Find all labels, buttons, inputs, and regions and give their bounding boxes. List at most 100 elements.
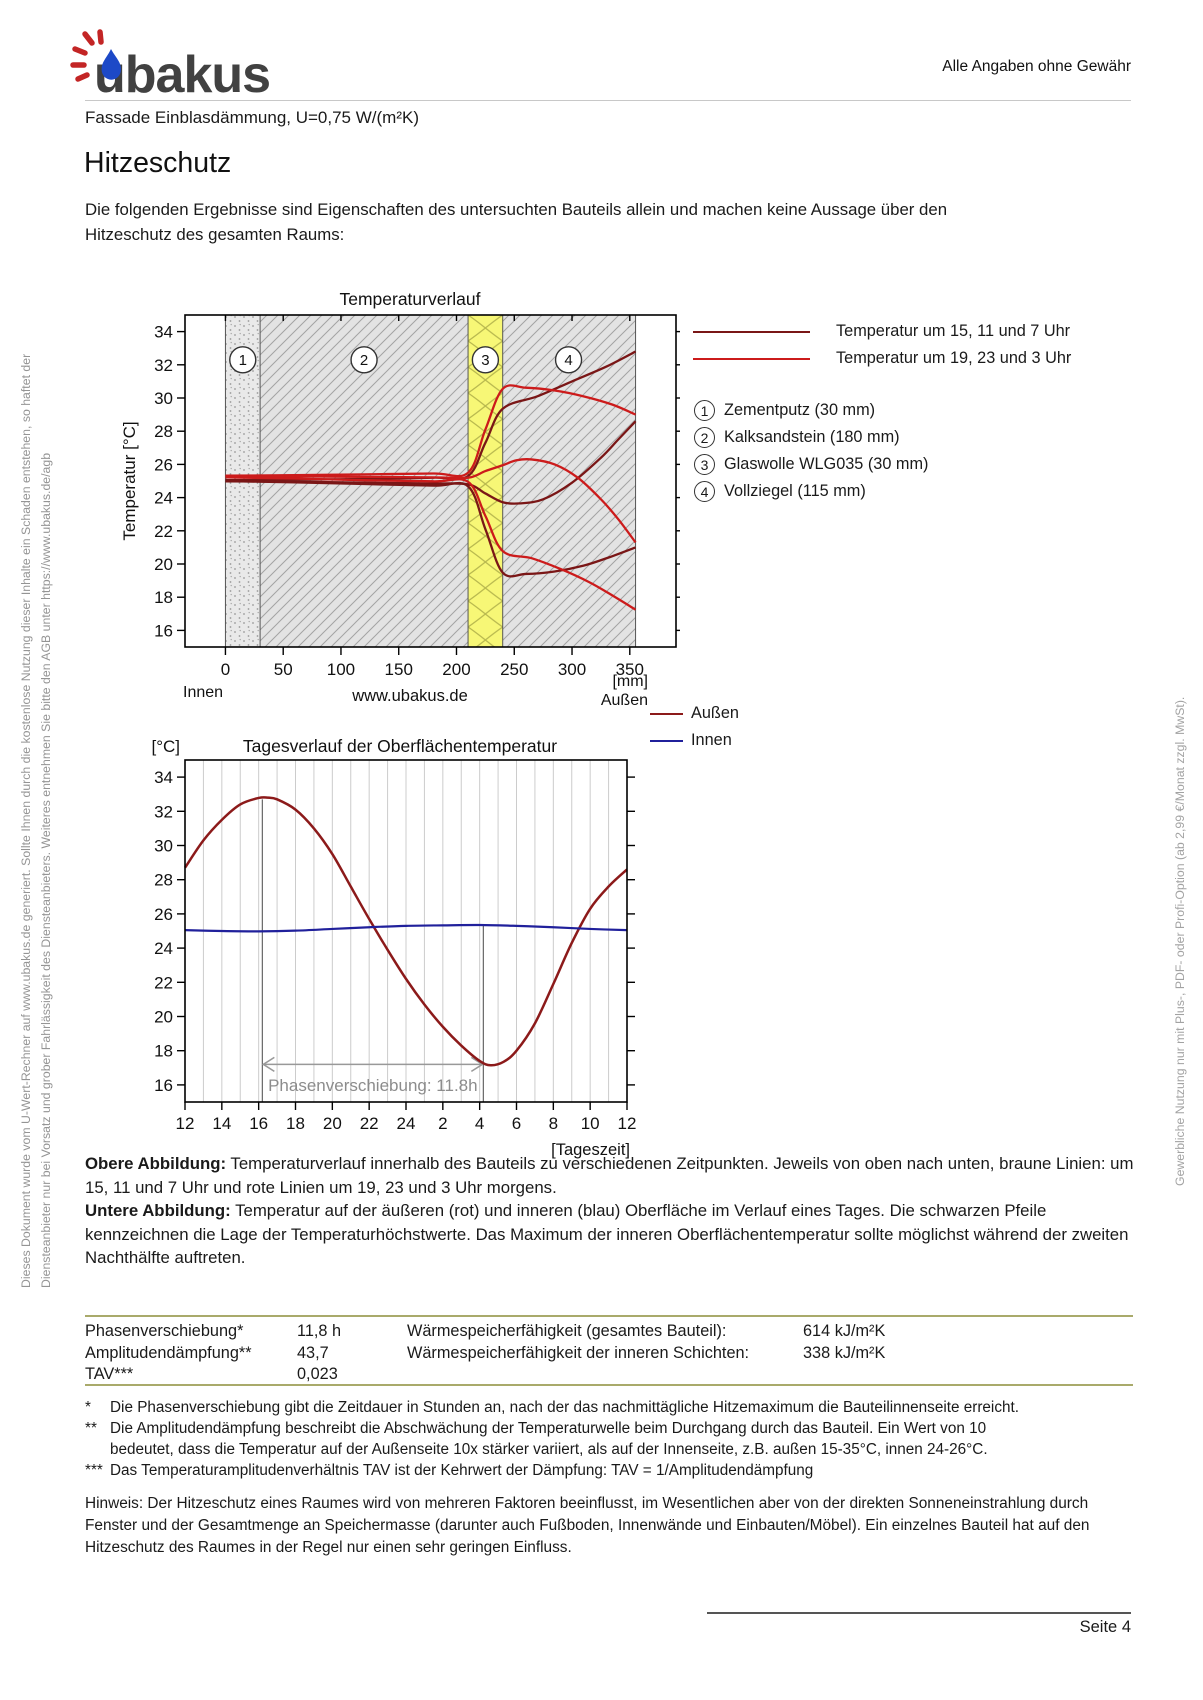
svg-text:14: 14 bbox=[212, 1114, 231, 1133]
curve-7-Uhr bbox=[225, 479, 636, 578]
header-rule bbox=[85, 100, 1131, 101]
footnote-marker: * bbox=[85, 1399, 91, 1416]
chart-temperaturverlauf: 1 2 3 4 16 18 20 22 24 26 28 30 32 34 0 50 100 150 200 250 3… bbox=[80, 260, 684, 717]
svg-text:[Tageszeit]: [Tageszeit] bbox=[551, 1141, 630, 1159]
legend-label: Innen bbox=[691, 731, 732, 749]
svg-text:6: 6 bbox=[512, 1114, 521, 1133]
svg-text:200: 200 bbox=[442, 660, 470, 679]
logo-rays-icon bbox=[70, 29, 104, 82]
result-value: 338 kJ/m²K bbox=[803, 1343, 886, 1362]
svg-text:28: 28 bbox=[154, 871, 173, 890]
svg-text:4: 4 bbox=[475, 1114, 484, 1133]
layer-label: Kalksandstein (180 mm) bbox=[724, 428, 900, 446]
layer-badge-2 bbox=[350, 346, 378, 374]
doc-subtitle: Fassade Einblasdämmung, U=0,75 W/(m²K) bbox=[85, 108, 419, 127]
svg-text:32: 32 bbox=[154, 802, 173, 821]
svg-text:18: 18 bbox=[154, 1042, 173, 1061]
footnote-text: Die Phasenverschiebung gibt die Zeitdaue… bbox=[110, 1399, 1019, 1416]
svg-text:12: 12 bbox=[618, 1114, 637, 1133]
caption-top-label: Obere Abbildung: bbox=[85, 1154, 227, 1173]
layer-number-badge: 1 bbox=[694, 400, 715, 421]
result-value: 614 kJ/m²K bbox=[803, 1322, 886, 1340]
caption-top: Obere Abbildung: Temperaturverlauf inner… bbox=[85, 1152, 1137, 1199]
result-value: 11,8 h bbox=[297, 1322, 342, 1340]
svg-text:24: 24 bbox=[154, 489, 173, 508]
svg-text:22: 22 bbox=[154, 973, 173, 992]
layer-number-badge: 3 bbox=[694, 454, 715, 475]
side-note-left: Dieses Dokument wurde vom U-Wert-Rechner… bbox=[16, 354, 56, 1288]
svg-text:32: 32 bbox=[154, 356, 173, 375]
result-label: Wärmespeicherfähigkeit (gesamtes Bauteil… bbox=[407, 1322, 727, 1340]
svg-text:24: 24 bbox=[397, 1114, 416, 1133]
footer-rule bbox=[707, 1612, 1131, 1614]
page-title: Hitzeschutz bbox=[84, 147, 232, 179]
layer-list: 1 Zementputz (30 mm) 2 Kalksandstein (180 m… bbox=[694, 397, 928, 505]
legend-line-swatch bbox=[693, 357, 810, 360]
svg-text:12: 12 bbox=[176, 1114, 195, 1133]
results-row: Phasenverschiebung* 11,8 h Wärmespeicherfä… bbox=[85, 1322, 1133, 1344]
svg-text:28: 28 bbox=[154, 422, 173, 441]
svg-text:34: 34 bbox=[154, 323, 173, 342]
side-note-left-line2: Diensteanbieter nur bei Vorsatz und grob… bbox=[39, 452, 53, 1288]
svg-text:Außen: Außen bbox=[601, 692, 648, 709]
svg-text:3: 3 bbox=[481, 352, 489, 369]
result-label: Wärmespeicherfähigkeit der inneren Schic… bbox=[407, 1343, 750, 1362]
curve-innen bbox=[184, 923, 628, 933]
svg-text:4: 4 bbox=[564, 352, 572, 369]
logo-text: ubakus bbox=[94, 46, 270, 102]
layer-list-item: 4 Vollziegel (115 mm) bbox=[694, 478, 928, 505]
footnote: ** Die Amplitudendämpfung beschreibt die … bbox=[85, 1418, 1133, 1460]
phase-label: Phasenverschiebung: 11.8h bbox=[268, 1076, 478, 1095]
curve-11-Uhr bbox=[225, 420, 637, 505]
chart2-legend: Außen Innen bbox=[650, 700, 739, 754]
legend-item: Innen bbox=[650, 727, 739, 754]
svg-text:Tagesverlauf der Oberflächente: Tagesverlauf der Oberflächentemperatur bbox=[243, 736, 557, 756]
legend-label: Temperatur um 15, 11 und 7 Uhr bbox=[836, 322, 1071, 340]
side-note-right: Gewerbliche Nutzung nur mit Plus-, PDF- … bbox=[1173, 696, 1187, 1186]
svg-text:1: 1 bbox=[239, 352, 247, 369]
svg-text:26: 26 bbox=[154, 455, 173, 474]
svg-text:350: 350 bbox=[616, 660, 644, 679]
caption-bottom: Untere Abbildung: Temperatur auf der äuß… bbox=[85, 1199, 1137, 1270]
layer-label: Glaswolle WLG035 (30 mm) bbox=[724, 455, 929, 473]
footnotes: * Die Phasenverschiebung gibt die Zeitdau… bbox=[85, 1397, 1133, 1481]
legend-label: Außen bbox=[691, 704, 739, 722]
svg-text:16: 16 bbox=[249, 1114, 268, 1133]
svg-text:8: 8 bbox=[549, 1114, 558, 1133]
footnote-text: Die Amplitudendämpfung beschreibt die Ab… bbox=[110, 1420, 988, 1458]
layer-badge-3 bbox=[471, 346, 500, 374]
legend-label: Temperatur um 19, 23 und 3 Uhr bbox=[836, 349, 1072, 367]
hinweis-text: Hinweis: Der Hitzeschutz eines Raumes wi… bbox=[85, 1495, 1090, 1556]
legend-line-swatch bbox=[650, 712, 683, 715]
curve-23-Uhr bbox=[225, 457, 637, 544]
svg-text:20: 20 bbox=[154, 555, 173, 574]
caption-top-text: Temperaturverlauf innerhalb des Bauteils… bbox=[85, 1154, 1134, 1197]
tagesverlauf-svg: Phasenverschiebung: 11.8h161820222426283… bbox=[151, 736, 637, 1159]
svg-text:Temperatur [°C]: Temperatur [°C] bbox=[120, 421, 139, 540]
layer-list-item: 1 Zementputz (30 mm) bbox=[694, 397, 928, 424]
result-label: Amplitudendämpfung** bbox=[85, 1343, 252, 1362]
footnote-marker: ** bbox=[85, 1420, 97, 1437]
layer-number-badge: 4 bbox=[694, 481, 715, 502]
footnote: *** Das Temperaturamplitudenverhältnis TA… bbox=[85, 1460, 1133, 1481]
svg-text:0: 0 bbox=[221, 660, 230, 679]
footnote-marker: *** bbox=[85, 1462, 103, 1479]
layer-list-item: 3 Glaswolle WLG035 (30 mm) bbox=[694, 451, 928, 478]
legend-line-swatch bbox=[650, 739, 683, 742]
svg-text:24: 24 bbox=[154, 939, 173, 958]
result-value: 0,023 bbox=[297, 1365, 338, 1383]
results-row: Amplitudendämpfung** 43,7 Wärmespeicherfäh… bbox=[85, 1344, 1133, 1366]
footnote-text: Das Temperaturamplitudenverhältnis TAV i… bbox=[110, 1462, 814, 1479]
svg-text:300: 300 bbox=[558, 660, 586, 679]
svg-text:30: 30 bbox=[154, 837, 173, 856]
svg-text:34: 34 bbox=[154, 768, 173, 787]
svg-text:100: 100 bbox=[327, 660, 355, 679]
svg-text:20: 20 bbox=[323, 1114, 342, 1133]
legend-item: Außen bbox=[650, 700, 739, 727]
table-rule-top bbox=[85, 1315, 1133, 1317]
svg-text:18: 18 bbox=[154, 588, 173, 607]
curve-außen bbox=[183, 796, 628, 1067]
svg-text:www.ubakus.de: www.ubakus.de bbox=[351, 687, 468, 705]
legend-item: Temperatur um 19, 23 und 3 Uhr bbox=[693, 345, 1071, 372]
layer-badge-1 bbox=[229, 346, 257, 374]
